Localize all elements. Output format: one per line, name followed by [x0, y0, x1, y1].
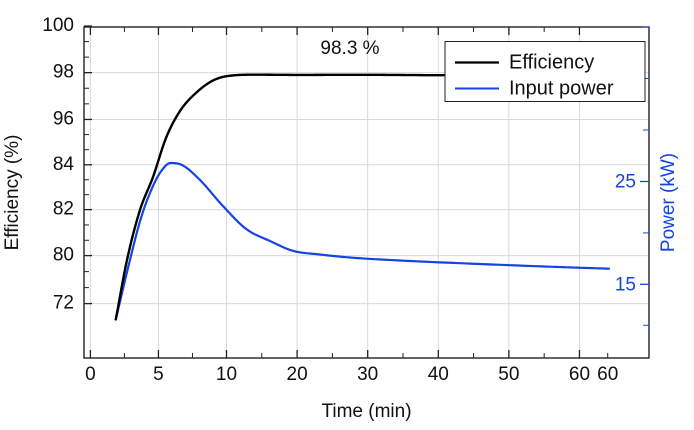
svg-text:60: 60	[597, 364, 618, 385]
svg-text:10: 10	[216, 364, 237, 385]
svg-text:15: 15	[615, 274, 636, 295]
svg-text:25: 25	[615, 172, 636, 193]
svg-text:50: 50	[498, 364, 519, 385]
svg-text:Power (kW): Power (kW)	[658, 153, 679, 252]
svg-text:30: 30	[357, 364, 378, 385]
svg-text:Efficiency (%): Efficiency (%)	[2, 135, 23, 251]
svg-text:Input power: Input power	[509, 78, 614, 100]
svg-text:72: 72	[53, 293, 74, 314]
svg-text:Efficiency: Efficiency	[509, 52, 594, 74]
svg-text:60: 60	[569, 364, 590, 385]
svg-text:82: 82	[53, 199, 74, 220]
svg-text:Time (min): Time (min)	[321, 401, 411, 422]
svg-text:5: 5	[153, 364, 164, 385]
svg-text:100: 100	[42, 15, 74, 36]
svg-text:84: 84	[53, 154, 75, 175]
svg-text:96: 96	[53, 108, 74, 129]
svg-text:80: 80	[53, 245, 74, 266]
svg-text:40: 40	[428, 364, 449, 385]
svg-text:98.3 %: 98.3 %	[320, 38, 379, 59]
svg-text:0: 0	[85, 364, 96, 385]
svg-text:98: 98	[53, 62, 74, 83]
svg-text:20: 20	[287, 364, 308, 385]
